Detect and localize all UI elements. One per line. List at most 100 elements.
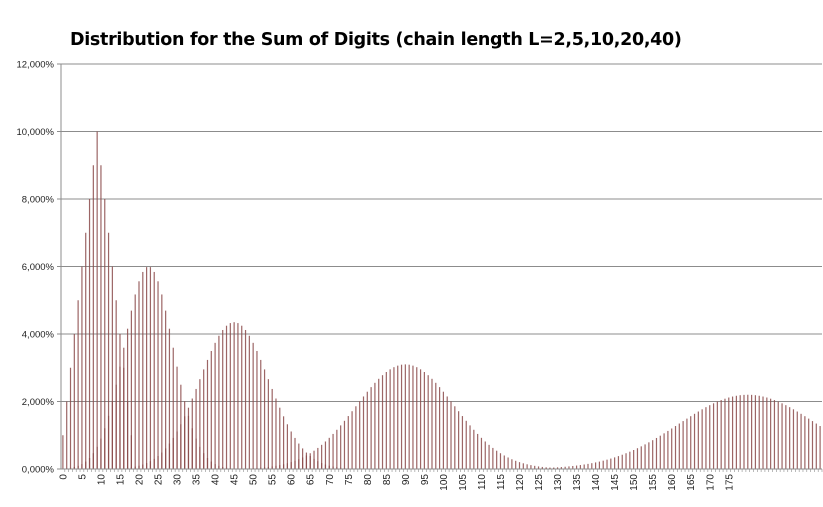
bar-L40 — [698, 412, 699, 469]
bar-L20 — [313, 451, 314, 469]
y-tick-label: 12,000% — [16, 60, 54, 71]
bar-L40 — [614, 457, 615, 469]
x-tick-label: 70 — [325, 474, 336, 486]
bar-L40 — [648, 442, 649, 469]
bar-L40 — [625, 453, 626, 469]
bar-L10 — [199, 379, 200, 469]
bar-L20 — [511, 459, 512, 469]
bar-L20 — [527, 464, 528, 469]
bar-L20 — [519, 462, 520, 469]
bar-L10 — [150, 461, 151, 469]
y-tick-label: 2,000% — [22, 397, 55, 408]
bar-L40 — [747, 395, 748, 469]
bar-L40 — [709, 405, 710, 469]
bar-L40 — [599, 462, 600, 469]
bar-L40 — [820, 426, 821, 469]
x-tick-label: 100 — [439, 474, 450, 491]
y-tick-label: 10,000% — [16, 127, 54, 138]
bar-L20 — [504, 455, 505, 469]
bar-L20 — [298, 459, 299, 469]
bar-L2 — [100, 165, 101, 469]
bar-L40 — [705, 407, 706, 469]
bar-L10 — [272, 389, 273, 469]
bar-L20 — [435, 383, 436, 469]
bar-L20 — [355, 406, 356, 469]
bar-L5 — [104, 428, 105, 469]
bar-L10 — [154, 459, 155, 469]
bar-L40 — [702, 409, 703, 469]
bar-L5 — [161, 294, 162, 469]
bar-L40 — [606, 460, 607, 469]
bar-L20 — [523, 463, 524, 469]
x-tick-label: 35 — [192, 474, 203, 486]
bar-L40 — [618, 456, 619, 469]
bar-L20 — [450, 401, 451, 469]
bar-L20 — [462, 416, 463, 469]
bar-L20 — [466, 421, 467, 469]
bar-L40 — [683, 421, 684, 469]
bar-L2 — [62, 435, 63, 469]
x-tick-label: 145 — [610, 474, 621, 491]
x-tick-label: 140 — [591, 474, 602, 491]
bar-L10 — [249, 336, 250, 469]
bar-L20 — [367, 392, 368, 469]
bar-L20 — [485, 441, 486, 469]
bar-L10 — [218, 336, 219, 469]
x-tick-label: 15 — [115, 474, 126, 486]
bar-L5 — [85, 462, 86, 469]
bar-L2 — [97, 132, 98, 470]
bar-L40 — [595, 462, 596, 469]
x-tick-label: 170 — [705, 474, 716, 491]
bar-L40 — [663, 433, 664, 469]
bar-L2 — [66, 402, 67, 470]
bar-L40 — [641, 446, 642, 469]
x-tick-label: 125 — [534, 474, 545, 491]
bar-L20 — [317, 448, 318, 469]
bar-L20 — [321, 445, 322, 469]
bar-L20 — [382, 375, 383, 469]
bar-L10 — [234, 322, 235, 469]
bar-L10 — [176, 431, 177, 469]
bar-L10 — [157, 456, 158, 469]
bar-L40 — [755, 395, 756, 469]
bar-L10 — [161, 453, 162, 469]
x-tick-label: 115 — [496, 474, 507, 490]
bar-L10 — [260, 360, 261, 469]
bar-L10 — [230, 323, 231, 469]
bar-L5 — [150, 267, 151, 469]
bar-L40 — [622, 455, 623, 469]
bar-L40 — [751, 395, 752, 469]
grid-lines — [61, 64, 822, 402]
bar-L40 — [576, 466, 577, 469]
bar-L20 — [515, 461, 516, 469]
bar-L20 — [428, 375, 429, 469]
bar-L40 — [629, 452, 630, 469]
bar-L20 — [431, 379, 432, 469]
bar-L2 — [93, 165, 94, 469]
bar-L40 — [690, 416, 691, 469]
bar-L5 — [138, 281, 139, 469]
chart-title: Distribution for the Sum of Digits (chai… — [70, 30, 682, 50]
bar-L20 — [310, 453, 311, 469]
x-tick-label: 105 — [458, 474, 469, 491]
bar-L40 — [797, 412, 798, 469]
bar-L5 — [157, 281, 158, 469]
x-tick-label: 5 — [77, 474, 88, 480]
bar-L5 — [142, 272, 143, 469]
bar-L5 — [97, 447, 98, 469]
bar-L20 — [420, 369, 421, 469]
bar-L40 — [686, 419, 687, 469]
x-tick-label: 75 — [344, 474, 355, 486]
bar-L10 — [207, 360, 208, 469]
x-tick-label: 60 — [287, 474, 298, 486]
bar-L20 — [412, 366, 413, 469]
bar-L20 — [351, 411, 352, 469]
y-tick-label: 8,000% — [22, 195, 55, 206]
bar-L10 — [146, 463, 147, 469]
x-tick-label: 30 — [173, 474, 184, 486]
y-tick-label: 0,000% — [22, 465, 55, 476]
bar-L2 — [70, 368, 71, 469]
bar-L40 — [584, 464, 585, 469]
bar-L20 — [424, 372, 425, 469]
bar-L40 — [591, 463, 592, 469]
